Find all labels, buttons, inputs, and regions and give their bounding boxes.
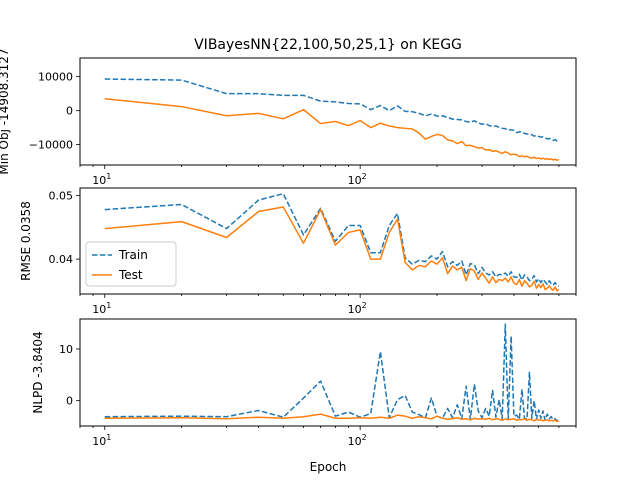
y-tick-label: 0	[66, 105, 73, 118]
panel-objective-ylabel: Min Obj -14908.3127	[0, 48, 11, 174]
panel-rmse: 101 102 0.05 0.04 RMSE 0.0358	[19, 187, 577, 316]
panel-nlpd-ylabel: NLPD -3.8404	[31, 331, 45, 413]
x-tick-label: 101	[92, 172, 111, 187]
y-tick-label: −10000	[29, 139, 73, 152]
y-tick-label: 10000	[38, 71, 73, 84]
legend-train-label: Train	[118, 248, 148, 262]
panel-rmse-frame	[79, 187, 577, 295]
panel-objective: 101 102 10000 0 −10000 Min Obj -14908.3127	[0, 48, 577, 187]
x-tick-label: 101	[92, 301, 111, 316]
x-axis-label: Epoch	[310, 460, 347, 474]
panel-nlpd-test-line	[104, 413, 560, 423]
panel-rmse-train-line	[104, 192, 559, 287]
x-tick-label: 101	[92, 433, 111, 448]
legend: Train Test	[85, 241, 177, 287]
y-tick-label: 0.05	[49, 190, 74, 203]
y-tick-label: 10	[59, 343, 73, 356]
x-tick-label: 102	[348, 172, 367, 187]
y-tick-label: 0.04	[49, 253, 74, 266]
chart-title: VIBayesNN{22,100,50,25,1} on KEGG	[194, 37, 462, 53]
panel-rmse-test-line	[104, 206, 560, 292]
panel-objective-train-line	[104, 78, 560, 143]
x-tick-label: 102	[348, 433, 367, 448]
panel-nlpd-frame	[79, 318, 577, 427]
legend-test-label: Test	[118, 268, 143, 282]
panel-nlpd: 101 102 10 0 NLPD -3.8404	[31, 318, 577, 448]
x-tick-label: 102	[348, 301, 367, 316]
panel-objective-frame	[79, 57, 577, 166]
panel-objective-test-line	[104, 98, 560, 161]
y-tick-label: 0	[66, 395, 73, 408]
panel-nlpd-train-line	[104, 323, 560, 422]
panel-rmse-ylabel: RMSE 0.0358	[19, 201, 33, 281]
